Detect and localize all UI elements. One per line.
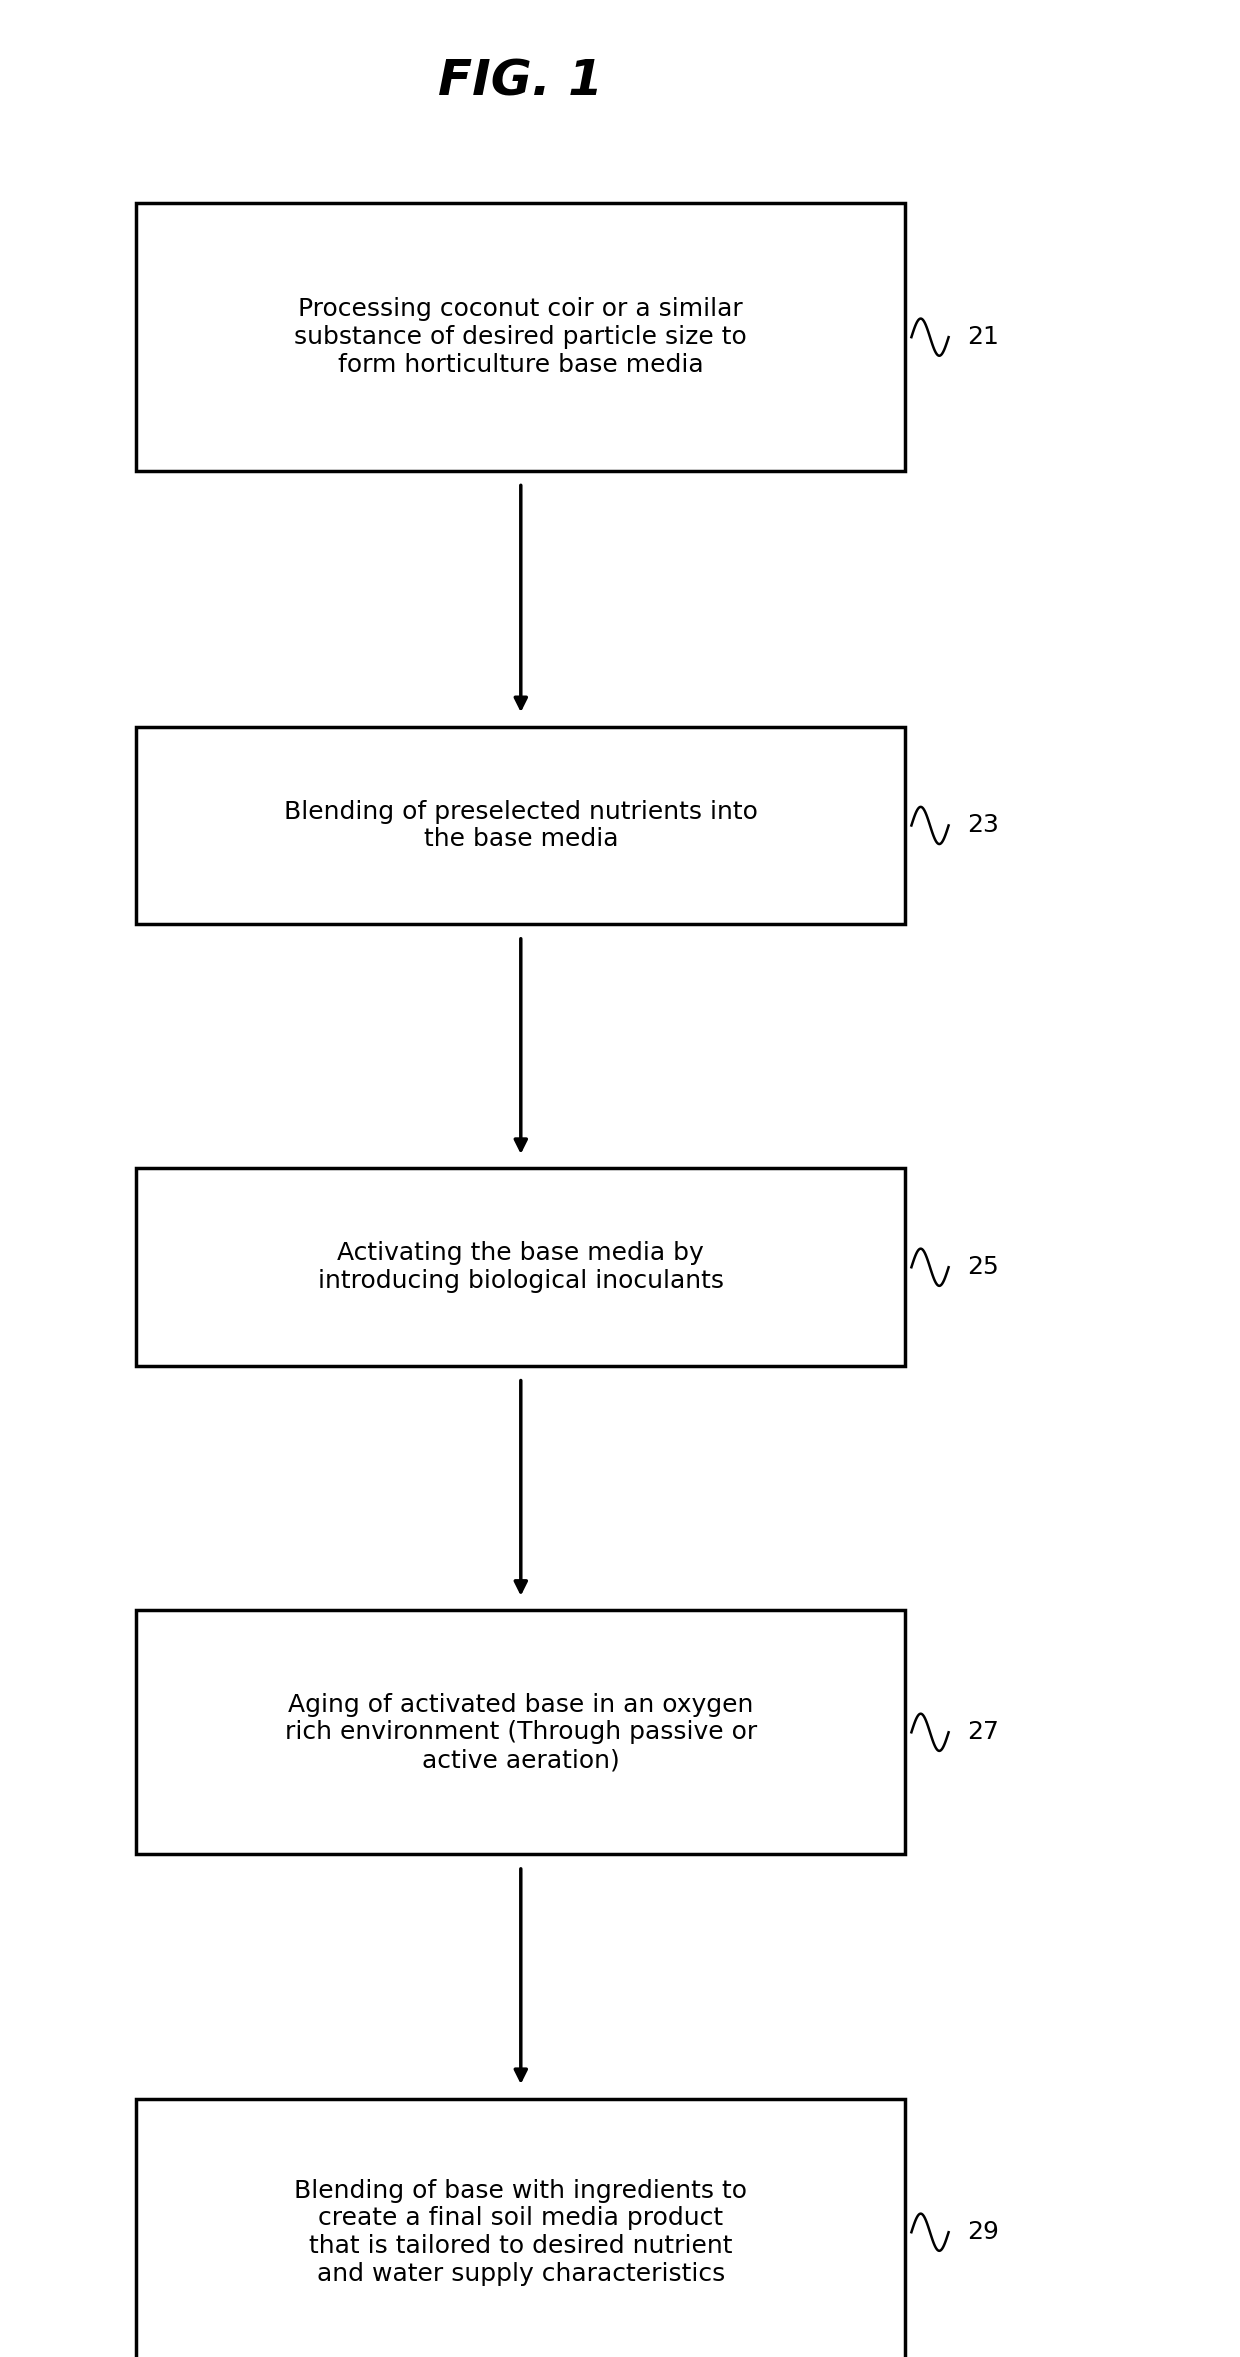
Text: 27: 27 bbox=[967, 1721, 999, 1744]
FancyBboxPatch shape bbox=[136, 2098, 905, 2357]
Text: Activating the base media by
introducing biological inoculants: Activating the base media by introducing… bbox=[317, 1242, 724, 1294]
Text: Aging of activated base in an oxygen
rich environment (Through passive or
active: Aging of activated base in an oxygen ric… bbox=[285, 1692, 756, 1772]
FancyBboxPatch shape bbox=[136, 1610, 905, 1855]
Text: Blending of preselected nutrients into
the base media: Blending of preselected nutrients into t… bbox=[284, 799, 758, 851]
Text: Processing coconut coir or a similar
substance of desired particle size to
form : Processing coconut coir or a similar sub… bbox=[294, 297, 748, 377]
Text: Blending of base with ingredients to
create a final soil media product
that is t: Blending of base with ingredients to cre… bbox=[294, 2178, 748, 2286]
Text: 29: 29 bbox=[967, 2220, 999, 2244]
FancyBboxPatch shape bbox=[136, 1169, 905, 1367]
Text: FIG. 1: FIG. 1 bbox=[439, 57, 603, 106]
Text: 25: 25 bbox=[967, 1256, 999, 1280]
Text: 23: 23 bbox=[967, 813, 999, 837]
FancyBboxPatch shape bbox=[136, 726, 905, 924]
FancyBboxPatch shape bbox=[136, 203, 905, 471]
Text: 21: 21 bbox=[967, 325, 999, 349]
